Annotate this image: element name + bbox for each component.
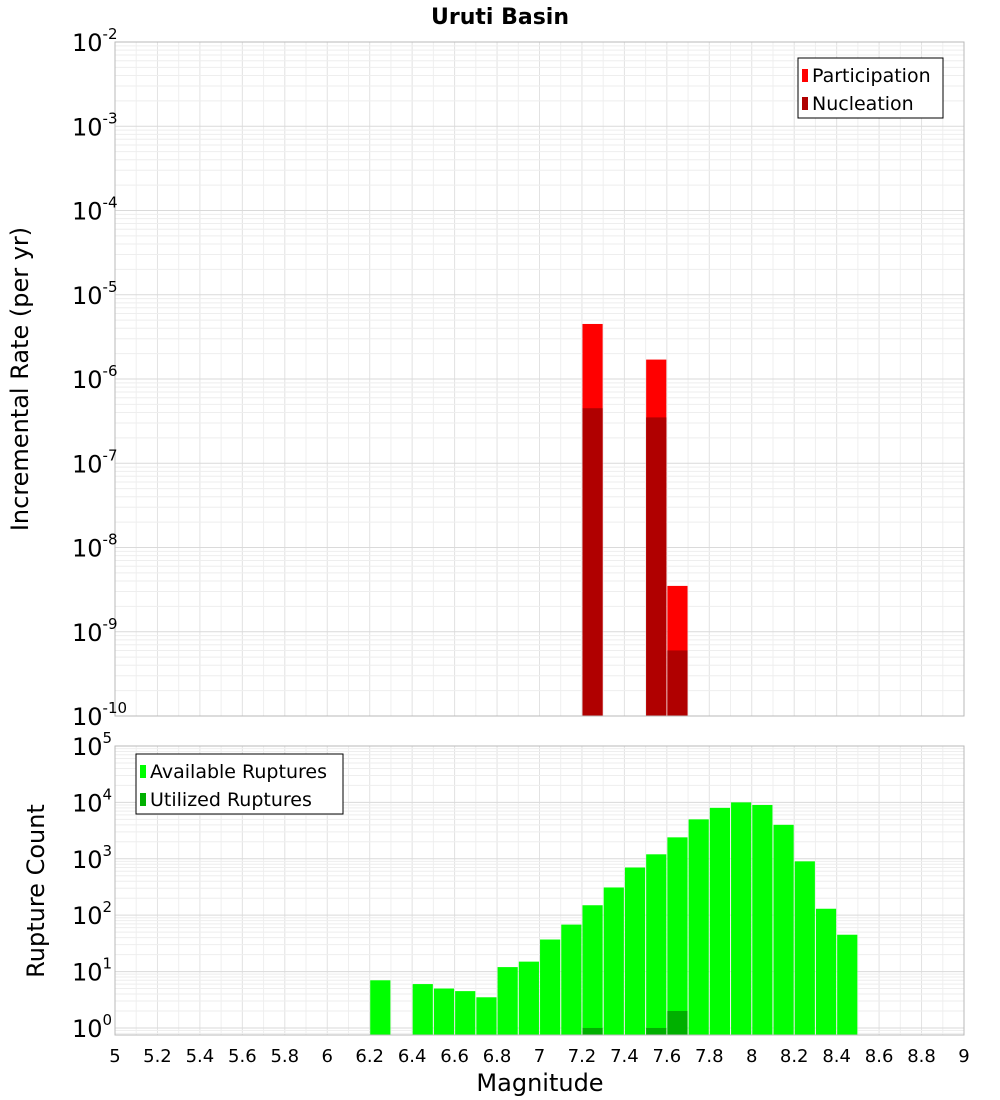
x-tick-label: 8.2	[780, 1046, 809, 1067]
x-tick-label: 8.8	[907, 1046, 936, 1067]
available-ruptures-bar	[688, 819, 709, 1035]
x-tick-label: 6.8	[483, 1046, 512, 1067]
top-panel: 10-10 10-9 10-8 10-7 10-6 10-5 10-4 10-3 10-2 Par…	[72, 25, 965, 731]
legend-swatch	[802, 97, 808, 110]
top-plot-border	[114, 41, 965, 717]
available-ruptures-bar	[540, 939, 561, 1035]
top-legend: Participation Nucleation	[797, 57, 944, 119]
x-tick-label: 9	[958, 1046, 969, 1067]
available-ruptures-bar	[752, 804, 773, 1035]
available-ruptures-bar	[624, 867, 646, 1035]
available-ruptures-bar	[497, 967, 518, 1035]
x-tick-label: 7.4	[610, 1046, 639, 1067]
utilized-ruptures-bar	[667, 1010, 688, 1035]
y-tick-label: 10-10	[72, 699, 127, 731]
y-tick-label: 103	[72, 842, 112, 874]
available-ruptures-bar	[794, 861, 815, 1035]
x-tick-label: 7.2	[568, 1046, 597, 1067]
nucleation-bar	[582, 408, 603, 716]
legend-swatch	[140, 793, 146, 806]
available-ruptures-bar	[709, 807, 730, 1035]
y-tick-label: 101	[72, 955, 112, 987]
y-tick-label: 100	[72, 1011, 112, 1043]
x-tick-label: 6	[322, 1046, 333, 1067]
top-legend-box	[797, 57, 944, 119]
x-tick-label: 8	[746, 1046, 757, 1067]
x-tick-label: 7	[534, 1046, 545, 1067]
available-ruptures-bar	[476, 997, 497, 1035]
x-tick-label: 8.4	[822, 1046, 851, 1067]
x-ticks: 5 5.2 5.4 5.6 5.8 6 6.2 6.4 6.6 6.8 7 7.2 7.4 7.6 7.8 8…	[109, 1046, 969, 1067]
available-ruptures-bar	[646, 854, 667, 1035]
bottom-plot-border	[114, 745, 965, 1036]
y-tick-label: 10-4	[72, 194, 118, 226]
y-tick-label: 10-6	[72, 362, 118, 394]
available-ruptures-bar	[370, 980, 391, 1035]
x-tick-label: 5.2	[143, 1046, 172, 1067]
y-tick-label: 10-3	[72, 109, 118, 141]
y-tick-label: 10-7	[72, 446, 118, 478]
y-tick-label: 10-9	[72, 615, 118, 647]
bottom-y-ticks: 100 101 102 103 104 105	[72, 729, 112, 1043]
utilized-ruptures-bar	[646, 1027, 667, 1035]
legend-swatch	[802, 69, 808, 82]
available-ruptures-bar	[773, 824, 794, 1035]
x-tick-label: 6.6	[440, 1046, 469, 1067]
bottom-legend: Available Ruptures Utilized Ruptures	[135, 753, 344, 815]
bottom-legend-box	[135, 753, 344, 815]
x-tick-label: 8.6	[865, 1046, 894, 1067]
available-ruptures-bar	[815, 908, 837, 1035]
utilized-ruptures-bar	[582, 1027, 603, 1035]
x-tick-label: 5.6	[228, 1046, 257, 1067]
available-ruptures-bar	[731, 802, 752, 1035]
legend-label: Nucleation	[812, 93, 914, 115]
y-tick-label: 102	[72, 898, 112, 930]
legend-label: Participation	[812, 65, 931, 87]
top-grid	[114, 41, 965, 717]
legend-label: Available Ruptures	[150, 761, 327, 783]
available-ruptures-bar	[561, 924, 582, 1035]
available-ruptures-bar	[837, 934, 858, 1035]
top-y-axis-label: Incremental Rate (per yr)	[6, 227, 34, 531]
available-ruptures-bar	[518, 961, 539, 1035]
legend-label: Utilized Ruptures	[150, 789, 312, 811]
top-y-ticks: 10-10 10-9 10-8 10-7 10-6 10-5 10-4 10-3 10-2	[72, 25, 127, 731]
y-tick-label: 10-8	[72, 531, 118, 563]
available-ruptures-bar	[667, 837, 688, 1035]
legend-swatch	[140, 765, 146, 778]
available-ruptures-bar	[603, 887, 624, 1035]
y-tick-label: 10-2	[72, 25, 118, 57]
x-tick-label: 5	[109, 1046, 120, 1067]
x-tick-label: 5.4	[186, 1046, 215, 1067]
chart-title: Uruti Basin	[431, 5, 569, 30]
nucleation-bar	[667, 650, 688, 716]
x-axis-label: Magnitude	[476, 1069, 603, 1097]
bottom-bars	[370, 802, 858, 1035]
y-tick-label: 105	[72, 729, 112, 761]
bottom-y-axis-label: Rupture Count	[22, 804, 50, 978]
x-tick-label: 6.4	[398, 1046, 427, 1067]
nucleation-bar	[646, 417, 667, 716]
x-tick-label: 7.8	[695, 1046, 724, 1067]
y-tick-label: 10-5	[72, 278, 118, 310]
available-ruptures-bar	[455, 991, 476, 1035]
bottom-panel: 100 101 102 103 104 105 5 5.2 5.4 5.6 5.8 6 6.2 6.4 6.…	[72, 729, 970, 1067]
available-ruptures-bar	[412, 984, 433, 1035]
available-ruptures-bar	[582, 905, 603, 1035]
x-tick-label: 5.8	[270, 1046, 299, 1067]
top-bars	[582, 323, 688, 716]
y-tick-label: 104	[72, 785, 112, 817]
x-tick-label: 6.2	[355, 1046, 384, 1067]
available-ruptures-bar	[433, 988, 455, 1035]
x-tick-label: 7.6	[653, 1046, 682, 1067]
